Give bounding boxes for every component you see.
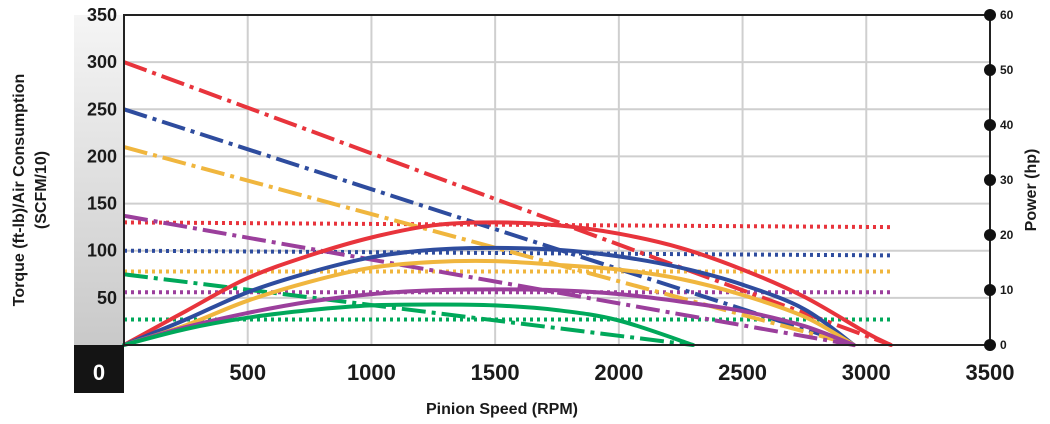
grid <box>124 15 990 345</box>
y2-ticks: 0 10 20 30 40 50 60 <box>984 8 1014 352</box>
power-curve-green <box>122 302 696 347</box>
tick-y-300: 300 <box>87 52 117 72</box>
tick-y2-10: 10 <box>1000 283 1014 297</box>
torque-line-green <box>123 272 694 347</box>
tick-x-2000: 2000 <box>594 360 643 385</box>
y-ticks: 50 100 150 200 250 300 350 <box>87 5 117 308</box>
tick-y-350: 350 <box>87 5 117 25</box>
tick-y2-60: 60 <box>1000 8 1014 22</box>
tick-y-150: 150 <box>87 194 117 214</box>
y-axis-title-line1: Torque (ft-lb)/Air Consumption <box>11 74 28 307</box>
tick-y2-50: 50 <box>1000 63 1014 77</box>
tick-x-3000: 3000 <box>842 360 891 385</box>
tick-x-1000: 1000 <box>347 360 396 385</box>
y2-axis-title: Power (hp) <box>1023 149 1040 232</box>
tick-y2-40: 40 <box>1000 118 1014 132</box>
origin-box <box>74 345 124 393</box>
torque-line-blue <box>123 107 855 347</box>
x-ticks: 500 1000 1500 2000 2500 3000 3500 <box>229 360 1014 385</box>
y-axis-band <box>74 15 124 345</box>
tick-y-250: 250 <box>87 99 117 119</box>
tick-y2-30: 30 <box>1000 173 1014 187</box>
power-curve-yellow <box>122 258 856 347</box>
tick-y2-0: 0 <box>1000 338 1007 352</box>
tick-x-0: 0 <box>93 360 105 385</box>
series-group <box>122 60 893 347</box>
tick-y-50: 50 <box>97 288 117 308</box>
tick-y-200: 200 <box>87 146 117 166</box>
y2-tick-dot-10 <box>984 284 996 296</box>
y2-tick-dot-60 <box>984 9 996 21</box>
y2-tick-dot-40 <box>984 119 996 131</box>
power-curve-red <box>122 220 893 347</box>
y2-tick-dot-50 <box>984 64 996 76</box>
x-axis-title: Pinion Speed (RPM) <box>426 401 578 418</box>
tick-x-2500: 2500 <box>718 360 767 385</box>
tick-y2-20: 20 <box>1000 228 1014 242</box>
air-line-red <box>123 220 892 230</box>
torque-line-red <box>123 60 892 347</box>
tick-x-1500: 1500 <box>471 360 520 385</box>
plot-area <box>124 15 990 345</box>
power-curve-purple <box>122 287 856 347</box>
torque-line-purple <box>123 213 855 347</box>
power-curve-blue <box>122 245 856 347</box>
tick-y-100: 100 <box>87 241 117 261</box>
y2-tick-dot-20 <box>984 229 996 241</box>
y2-tick-dot-0 <box>984 339 996 351</box>
tick-x-3500: 3500 <box>966 360 1015 385</box>
air-line-blue <box>123 248 892 258</box>
tick-x-500: 500 <box>229 360 266 385</box>
y-axis-title-line2: (SCFM/10) <box>33 151 50 229</box>
y2-tick-dot-30 <box>984 174 996 186</box>
